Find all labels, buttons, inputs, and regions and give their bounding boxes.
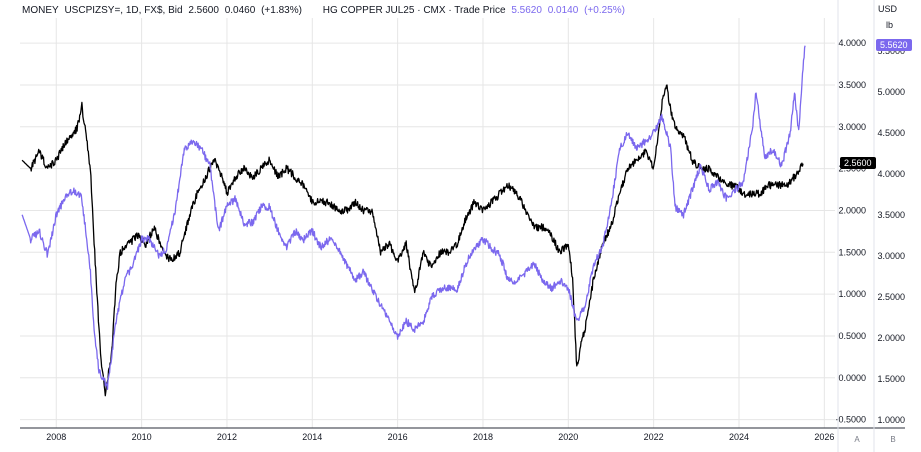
legend-series1-symbol: USCPIZSY=, 1D, FX$, Bid [64,5,183,16]
axis-unit-lb: lb [885,20,893,30]
axes: 4.0000 3.5000 3.0000 2.5000 2.0000 1.5000 1.00… [20,0,905,452]
right-axis-tick-label: 2.5000 [877,292,905,302]
axis-unit-usd: USD [877,4,897,14]
x-axis-tick-label: 2024 [729,432,749,442]
x-axis-tick-label: 2022 [644,432,664,442]
legend-series2-symbol: HG COPPER JUL25 · CMX · Trade Price [322,5,506,16]
legend-series1-price: 2.5600 [188,5,219,16]
right-axis-tick-label: 2.0000 [877,333,905,343]
right-axis-tick-label: 5.5000 [877,46,905,56]
left-axis-tick-label: 0.5000 [838,331,866,341]
legend-series1-change: 0.0460 [224,5,256,16]
last-price-badge-series1: 2.5600 [840,156,876,169]
right-axis-tick-label: 1.5000 [877,374,905,384]
x-axis-tick-label: 2008 [46,432,66,442]
series-line-2 [21,45,806,390]
x-axis-tick-label: 2014 [302,432,322,442]
left-axis-tick-label: 0.0000 [838,373,866,383]
legend-series1-pct: (+1.83%) [261,5,302,16]
legend-series1-prefix: MONEY [22,5,59,16]
left-axis-tick-label: 2.0000 [838,205,866,215]
series-line-1 [21,84,804,397]
left-axis-tick-label: 3.5000 [838,80,866,90]
left-axis-tick-label: 1.5000 [838,247,866,257]
plot-area[interactable] [21,45,806,397]
right-axis-tick-label: 1.0000 [877,415,905,425]
left-axis-tick-label: 4.0000 [838,38,866,48]
legend-series2-pct: (+0.25%) [584,5,625,16]
left-axis-tick-label: 2.5000 [838,164,866,174]
left-axis-tick-label: 1.0000 [838,289,866,299]
x-axis-tick-label: 2010 [132,432,152,442]
grid-lines [20,18,835,428]
x-axis-tick-label: 2020 [558,432,578,442]
axis-b-button[interactable]: B [890,434,896,444]
axis-auto-button[interactable]: A [854,434,860,444]
right-axis-tick-label: 3.5000 [877,210,905,220]
right-axis-tick-label: 4.0000 [877,169,905,179]
legend-series2-change: 0.0140 [547,5,579,16]
right-axis-tick-label: 3.0000 [877,251,905,261]
legend-series2-price: 5.5620 [511,5,542,16]
left-axis-tick-label: -0.5000 [835,415,866,425]
right-axis-tick-label: 5.0000 [877,87,905,97]
chart-legend: MONEY USCPIZSY=, 1D, FX$, Bid 2.5600 0.0… [22,5,628,16]
last-price-badge-series2: 5.5620 [876,38,912,51]
x-axis-tick-label: 2016 [388,432,408,442]
x-axis-tick-label: 2012 [217,432,237,442]
left-axis-tick-label: 3.0000 [838,122,866,132]
x-axis-tick-label: 2018 [473,432,493,442]
x-axis-tick-label: 2026 [814,432,834,442]
right-axis-tick-label: 4.5000 [877,128,905,138]
